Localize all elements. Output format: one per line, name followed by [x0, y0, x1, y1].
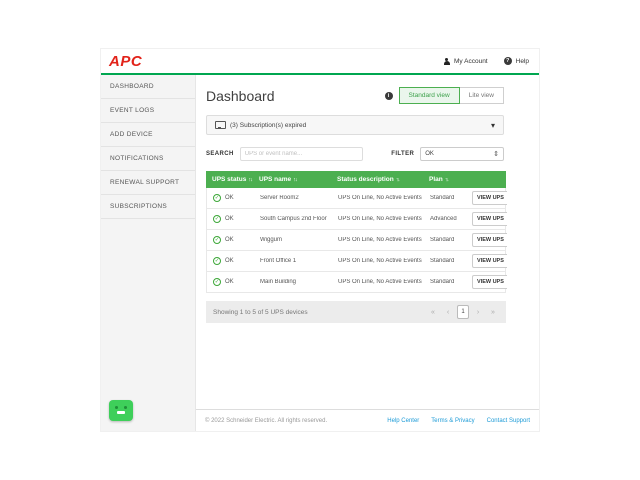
- subscription-expired-banner[interactable]: (3) Subscription(s) expired ▾: [206, 115, 504, 135]
- contact-support-link[interactable]: Contact Support: [486, 417, 530, 424]
- help-button[interactable]: ? Help: [503, 57, 529, 65]
- view-ups-button[interactable]: VIEW UPS: [472, 275, 507, 289]
- previous-page-button[interactable]: ‹: [446, 308, 450, 316]
- ups-name: Front Office 1: [260, 258, 297, 264]
- view-ups-button[interactable]: VIEW UPS: [472, 233, 507, 247]
- help-center-link[interactable]: Help Center: [387, 417, 420, 424]
- sort-icon: ↑↓: [444, 176, 449, 183]
- status-ok-icon: ✓: [213, 194, 221, 202]
- sidebar-item-notifications[interactable]: NOTIFICATIONS: [101, 147, 195, 171]
- last-page-button[interactable]: »: [491, 308, 495, 316]
- status-value: OK: [225, 216, 234, 222]
- status-ok-icon: ✓: [213, 278, 221, 286]
- view-ups-button[interactable]: VIEW UPS: [472, 191, 507, 205]
- filter-selected-value: OK: [425, 151, 434, 157]
- apc-logo: APC: [109, 52, 143, 70]
- page-number-button[interactable]: 1: [457, 305, 469, 319]
- status-value: OK: [225, 195, 234, 201]
- help-label: Help: [515, 57, 529, 65]
- plan-value: Standard: [430, 195, 455, 201]
- first-page-button[interactable]: «: [431, 308, 435, 316]
- sidebar-item-dashboard[interactable]: DASHBOARD: [101, 75, 195, 99]
- status-ok-icon: ✓: [213, 236, 221, 244]
- view-ups-button[interactable]: VIEW UPS: [472, 212, 507, 226]
- pagination-bar: Showing 1 to 5 of 5 UPS devices « ‹ 1 › …: [206, 301, 506, 323]
- my-account-label: My Account: [454, 57, 488, 65]
- search-input[interactable]: [239, 147, 364, 161]
- search-label: SEARCH: [206, 151, 234, 157]
- column-header-status-description[interactable]: Status description ↑↓: [337, 176, 400, 183]
- sidebar-nav: DASHBOARD EVENT LOGS ADD DEVICE NOTIFICA…: [101, 75, 196, 431]
- sort-icon: ↑↓: [395, 176, 400, 183]
- plan-value: Standard: [430, 237, 455, 243]
- chat-face-icon: [114, 406, 128, 415]
- subscription-expired-text: (3) Subscription(s) expired: [230, 121, 307, 129]
- status-description: UPS On Line, No Active Events: [338, 216, 422, 222]
- chevron-down-icon[interactable]: ▾: [490, 120, 495, 130]
- table-row: ✓ OK Main Building UPS On Line, No Activ…: [206, 272, 507, 293]
- terms-privacy-link[interactable]: Terms & Privacy: [431, 417, 475, 424]
- page-title: Dashboard: [206, 87, 275, 104]
- column-header-ups-status[interactable]: UPS status ↑↓: [212, 176, 253, 183]
- select-arrows-icon: ⇕: [493, 151, 499, 158]
- ups-name: Main Building: [260, 279, 297, 285]
- status-description: UPS On Line, No Active Events: [338, 195, 422, 201]
- status-ok-icon: ✓: [213, 215, 221, 223]
- table-row: ✓ OK Wiggum UPS On Line, No Active Event…: [206, 230, 507, 251]
- status-value: OK: [225, 258, 234, 264]
- help-icon: ?: [503, 57, 512, 65]
- column-header-ups-name[interactable]: UPS name ↑↓: [259, 176, 298, 183]
- app-window: APC My Account ? Help DASHBOARD EVENT LO…: [100, 48, 540, 432]
- ups-table: UPS status ↑↓ UPS name ↑↓ Status descrip…: [206, 171, 507, 293]
- sidebar-item-renewal-support[interactable]: RENEWAL SUPPORT: [101, 171, 195, 195]
- next-page-button[interactable]: ›: [476, 308, 480, 316]
- info-icon[interactable]: i: [384, 91, 393, 100]
- ups-table-header: UPS status ↑↓ UPS name ↑↓ Status descrip…: [206, 171, 506, 188]
- main-area: Dashboard i Standard view Lite view (3) …: [196, 75, 539, 431]
- pagination-summary: Showing 1 to 5 of 5 UPS devices: [213, 308, 308, 316]
- column-header-plan[interactable]: Plan ↑↓: [429, 176, 449, 183]
- sidebar-item-event-logs[interactable]: EVENT LOGS: [101, 99, 195, 123]
- device-icon: [215, 121, 226, 129]
- lite-view-button[interactable]: Lite view: [459, 87, 504, 104]
- ups-name: South Campus 2nd Floor: [260, 216, 327, 222]
- standard-view-button[interactable]: Standard view: [398, 87, 460, 104]
- filter-label: FILTER: [391, 151, 415, 157]
- footer: © 2022 Schneider Electric. All rights re…: [196, 409, 539, 431]
- view-toggle: Standard view Lite view: [398, 87, 504, 104]
- chat-widget-button[interactable]: [109, 400, 133, 421]
- view-ups-button[interactable]: VIEW UPS: [472, 254, 507, 268]
- status-description: UPS On Line, No Active Events: [338, 279, 422, 285]
- sort-icon: ↑↓: [293, 176, 297, 183]
- status-value: OK: [225, 279, 234, 285]
- status-value: OK: [225, 237, 234, 243]
- sidebar-item-add-device[interactable]: ADD DEVICE: [101, 123, 195, 147]
- status-ok-icon: ✓: [213, 257, 221, 265]
- sidebar-item-subscriptions[interactable]: SUBSCRIPTIONS: [101, 195, 195, 219]
- plan-value: Standard: [430, 258, 455, 264]
- plan-value: Standard: [430, 279, 455, 285]
- ups-name: Wiggum: [260, 237, 283, 243]
- my-account-button[interactable]: My Account: [443, 57, 488, 65]
- plan-value: Advanced: [430, 216, 457, 222]
- filter-select[interactable]: OK ⇕: [420, 147, 504, 161]
- copyright-text: © 2022 Schneider Electric. All rights re…: [205, 417, 328, 424]
- sort-icon: ↑↓: [248, 176, 252, 183]
- table-row: ✓ OK Server Room2 UPS On Line, No Active…: [206, 188, 507, 209]
- ups-name: Server Room2: [260, 195, 299, 201]
- status-description: UPS On Line, No Active Events: [338, 237, 422, 243]
- status-description: UPS On Line, No Active Events: [338, 258, 422, 264]
- search-filter-bar: SEARCH FILTER OK ⇕: [206, 147, 504, 161]
- top-header: APC My Account ? Help: [101, 49, 539, 75]
- table-row: ✓ OK South Campus 2nd Floor UPS On Line,…: [206, 209, 507, 230]
- table-row: ✓ OK Front Office 1 UPS On Line, No Acti…: [206, 251, 507, 272]
- user-icon: [443, 57, 450, 65]
